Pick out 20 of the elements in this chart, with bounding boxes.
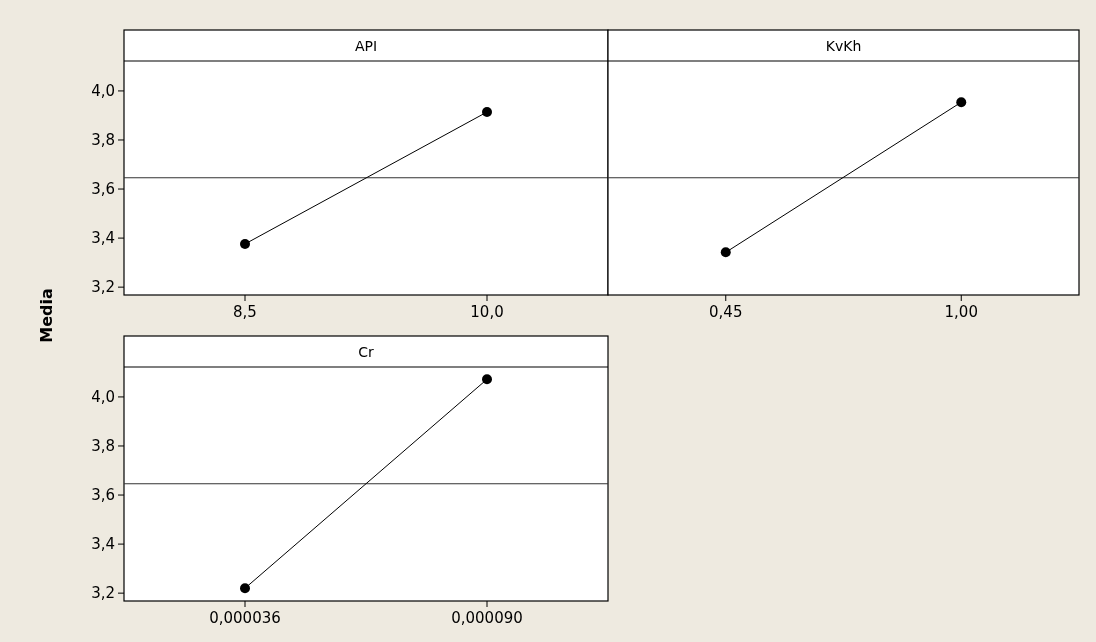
y-tick-label: 3,4 (91, 229, 115, 248)
y-tick-label: 4,0 (91, 387, 115, 406)
y-tick-label: 3,6 (91, 486, 115, 505)
x-tick-label: 0,000090 (451, 609, 523, 627)
chart-title: KvKh (825, 37, 862, 54)
chart-title: Cr (358, 343, 375, 360)
y-tick-label: 3,4 (91, 535, 115, 554)
y-tick-label: 3,2 (91, 278, 115, 297)
y-tick-label: 3,6 (91, 180, 115, 199)
x-tick-label: 0,000036 (209, 609, 281, 627)
x-tick-label: 1,00 (944, 303, 978, 321)
x-tick-label: 8,5 (233, 303, 257, 321)
y-tick-label: 3,2 (91, 584, 115, 603)
y-axis-title: Media (37, 288, 56, 343)
y-tick-label: 3,8 (91, 130, 115, 149)
y-tick-label: 3,8 (91, 436, 115, 455)
y-tick-label: 4,0 (91, 81, 115, 100)
chart-title: API (354, 37, 378, 54)
x-tick-label: 10,0 (470, 303, 504, 321)
x-tick-label: 0,45 (709, 303, 743, 321)
